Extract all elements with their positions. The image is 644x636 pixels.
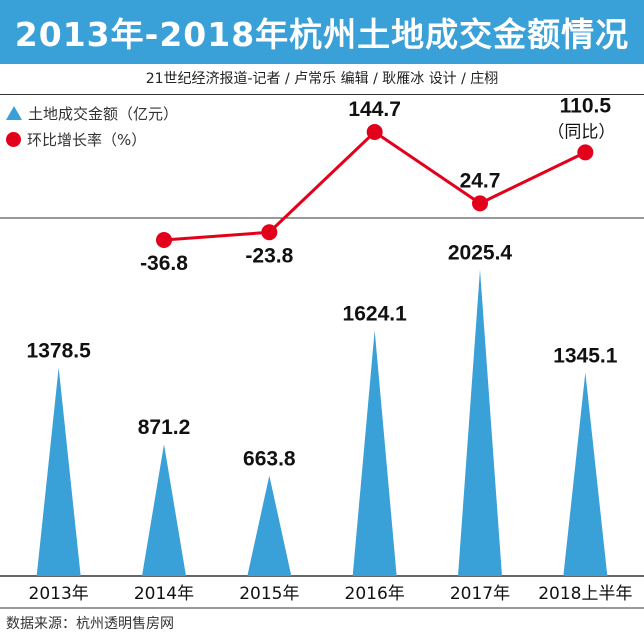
x-tick-label-2: 2015年 — [239, 584, 299, 604]
rate-point-3 — [367, 124, 383, 140]
chart: 1378.5 871.2 663.8 1624.1 2025.4 1345.1 2013年 2… — [0, 0, 644, 636]
bar-value-label-4: 2025.4 — [448, 242, 513, 265]
x-tick-label-3: 2016年 — [345, 584, 405, 604]
rate-line — [164, 132, 585, 240]
source-note: 数据来源：杭州透明售房网 — [6, 613, 174, 633]
x-tick-label-4: 2017年 — [450, 584, 510, 604]
bar-value-label-5: 1345.1 — [553, 344, 618, 367]
bar-value-label-3: 1624.1 — [343, 302, 408, 325]
x-tick-label-1: 2014年 — [134, 584, 194, 604]
bar-3 — [353, 330, 397, 576]
bar-5 — [563, 372, 607, 576]
annotation-0: （同比） — [547, 122, 615, 142]
rate-value-label-2: -23.8 — [245, 244, 293, 267]
rate-value-label-5: 110.5 — [560, 94, 612, 117]
bar-4 — [458, 270, 502, 576]
x-tick-label-5: 2018上半年 — [538, 584, 632, 604]
rate-point-2 — [261, 224, 277, 240]
bar-value-label-2: 663.8 — [243, 448, 296, 471]
bar-1 — [142, 444, 186, 576]
rate-value-label-1: -36.8 — [140, 252, 188, 275]
bar-value-label-0: 1378.5 — [27, 339, 92, 362]
rate-value-label-3: 144.7 — [348, 98, 401, 121]
bar-value-label-1: 871.2 — [138, 416, 191, 439]
rate-point-1 — [156, 232, 172, 248]
bar-2 — [247, 476, 291, 576]
rate-point-5 — [577, 144, 593, 160]
rate-point-4 — [472, 195, 488, 211]
x-tick-label-0: 2013年 — [29, 584, 89, 604]
bar-0 — [37, 367, 81, 576]
rate-value-label-4: 24.7 — [460, 169, 501, 192]
